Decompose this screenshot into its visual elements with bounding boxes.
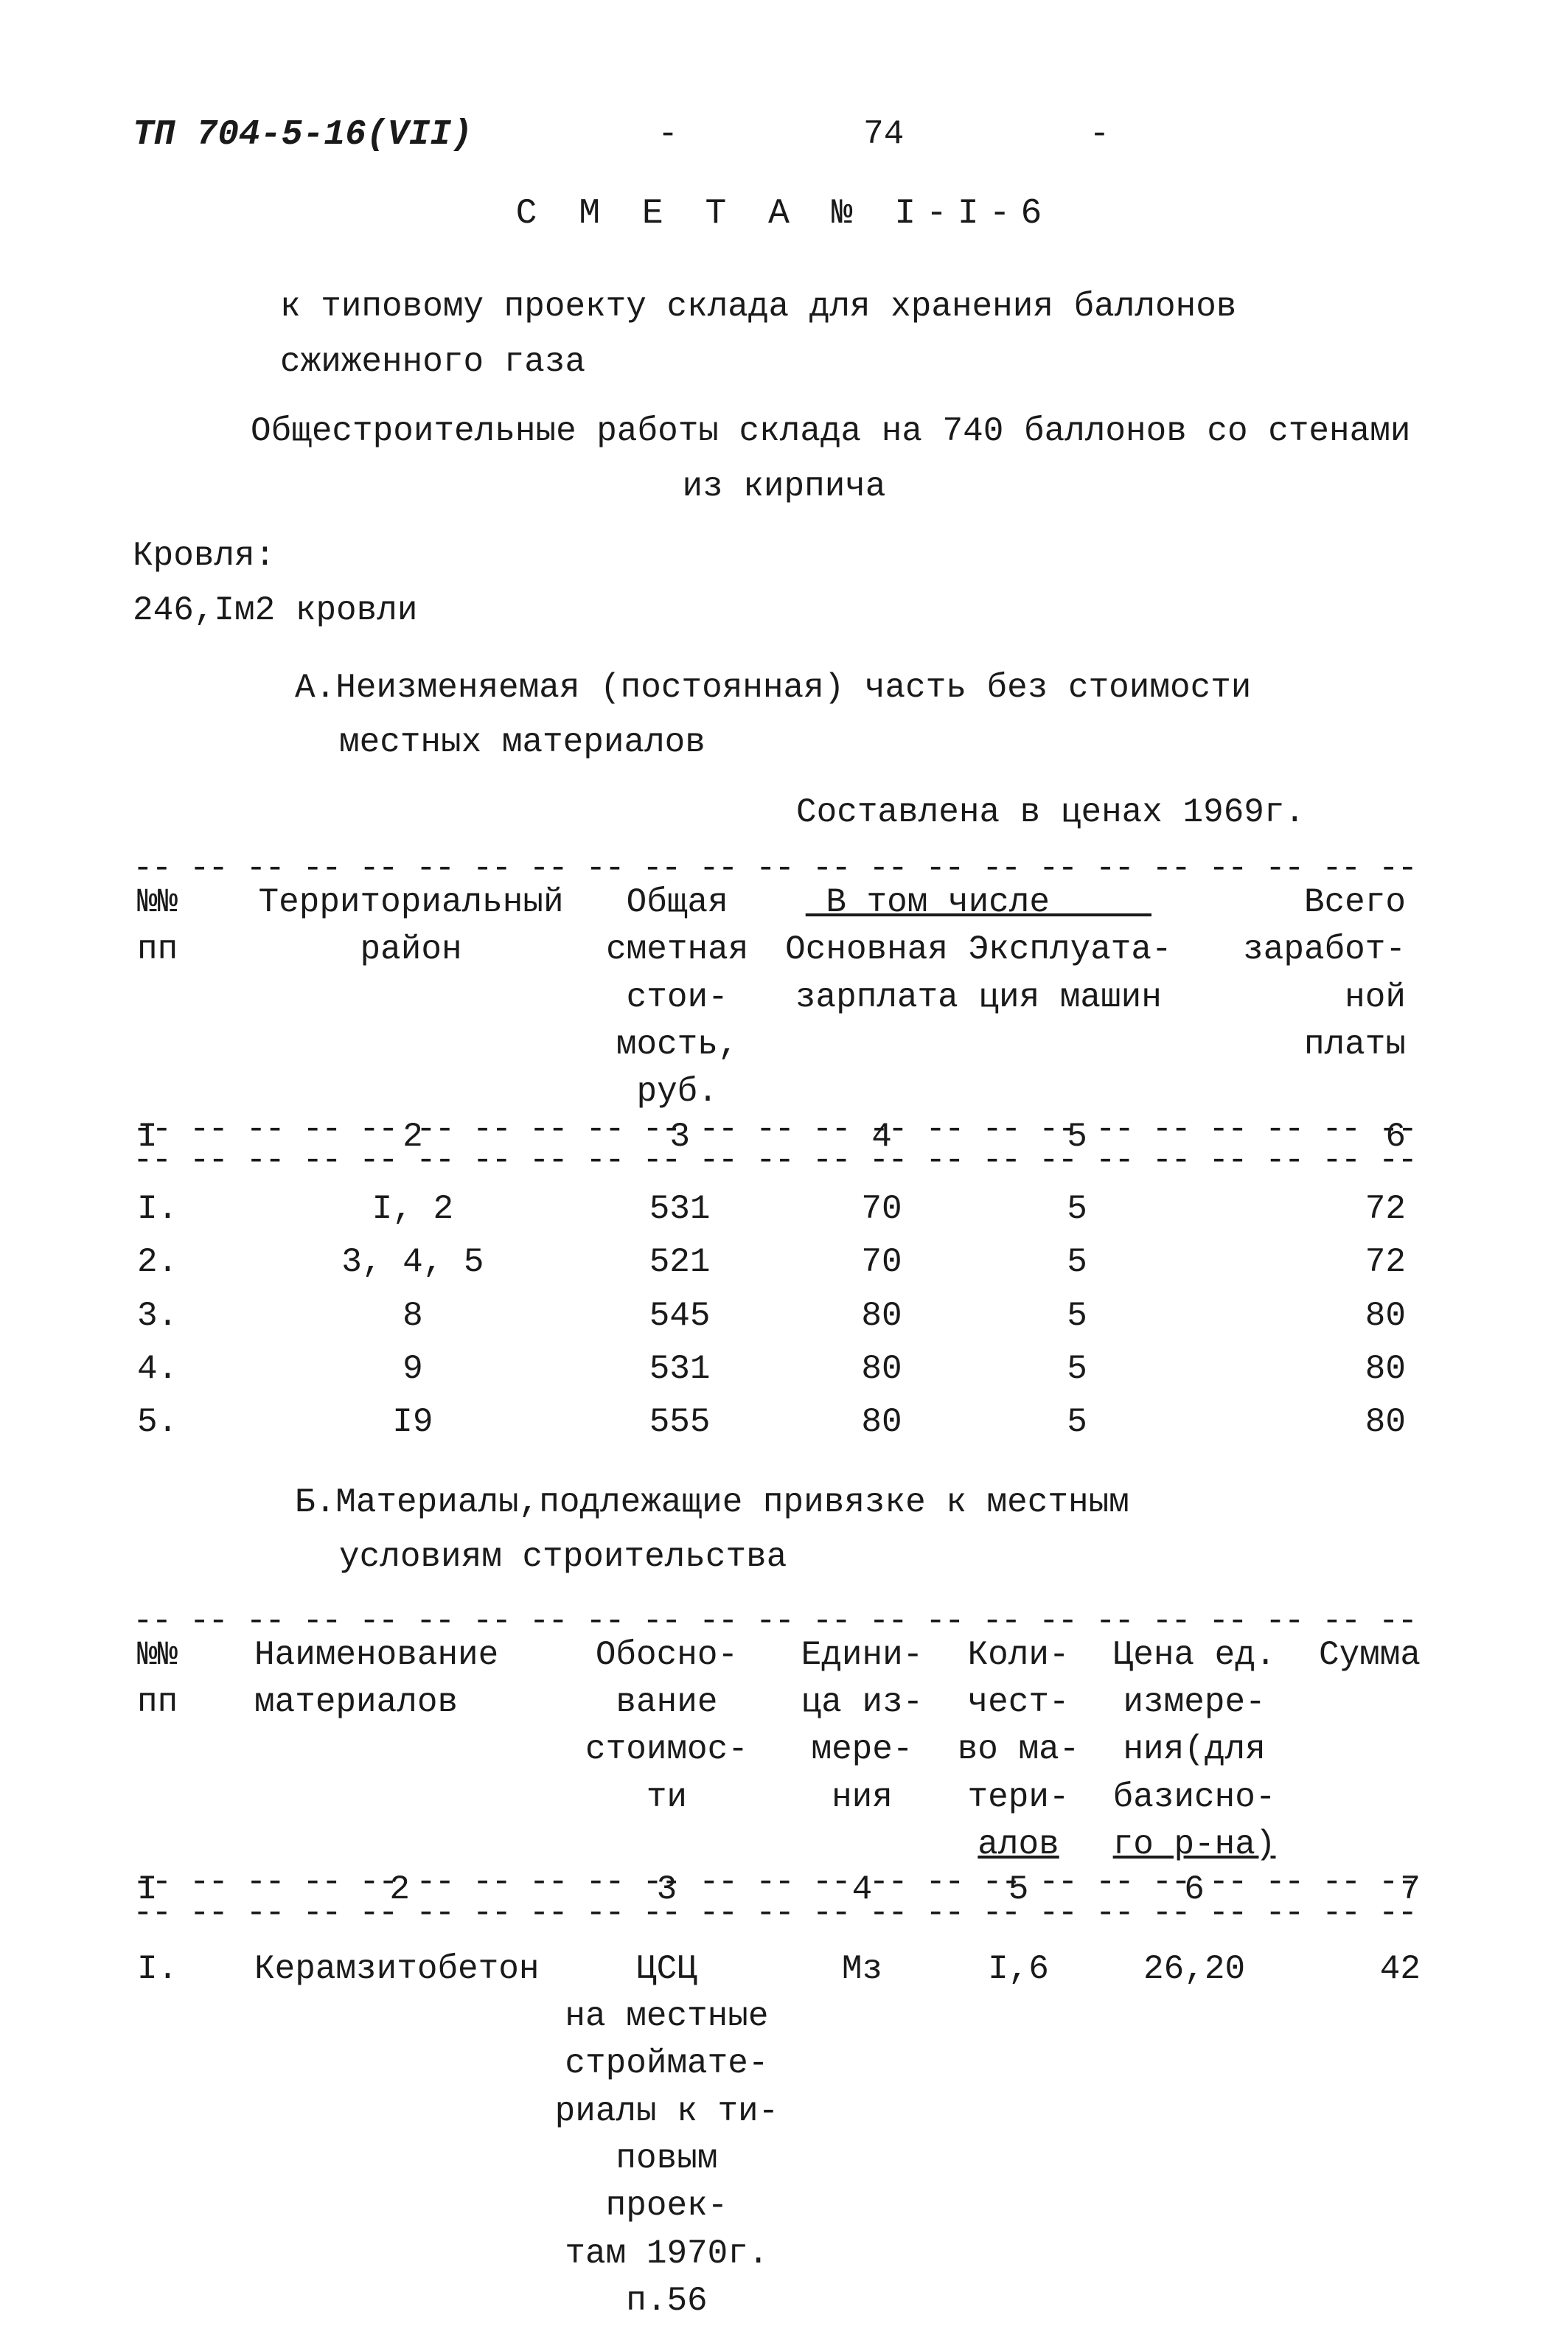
- cell: 3.: [133, 1289, 250, 1342]
- cell: 5: [980, 1289, 1175, 1342]
- cell: 5: [980, 1183, 1175, 1236]
- table-row: 4.953180580: [133, 1342, 1435, 1396]
- table-row: 2.3, 4, 552170572: [133, 1236, 1435, 1289]
- header-cell: Цена ед.измере-ния(длябазисно-го р-на): [1097, 1629, 1292, 1872]
- cell: 521: [576, 1236, 784, 1289]
- cell: 4.: [133, 1342, 250, 1396]
- cell: 5: [980, 1342, 1175, 1396]
- cell: 9: [250, 1342, 576, 1396]
- table-header-row: №№пп Территориальныйрайон Общаясметнаяст…: [133, 876, 1435, 1119]
- section-b-title: условиям строительства: [295, 1533, 1435, 1581]
- cell: I9: [250, 1396, 576, 1449]
- cell: 8: [250, 1289, 576, 1342]
- table-a-body: I.I, 2531705722.3, 4, 5521705723.8545805…: [133, 1183, 1435, 1449]
- cell: 26,20: [1097, 1943, 1292, 2328]
- cell: 80: [784, 1396, 979, 1449]
- table-row: 5.I955580580: [133, 1396, 1435, 1449]
- prices-note: Составлена в ценах 1969г.: [133, 789, 1435, 836]
- dash: -: [658, 111, 678, 160]
- header-cell: №№пп: [133, 1629, 250, 1872]
- header-cell: Сумма: [1292, 1629, 1435, 1872]
- table-border: [133, 1903, 1435, 1920]
- table-border-top: [133, 858, 1435, 876]
- description-line: Общестроительные работы склада на 740 ба…: [133, 408, 1435, 455]
- cell: 555: [576, 1396, 784, 1449]
- page-number: 74: [863, 111, 904, 160]
- cell: 70: [784, 1183, 979, 1236]
- document-code: ТП 704-5-16(VII): [133, 111, 473, 160]
- description-line: из кирпича: [133, 463, 1435, 510]
- cell: 545: [576, 1289, 784, 1342]
- document-title: С М Е Т А № I-I-6: [133, 189, 1435, 239]
- cell: 80: [1175, 1289, 1435, 1342]
- cell: I.: [133, 1943, 250, 2328]
- cell: 5: [980, 1396, 1175, 1449]
- cell: 72: [1175, 1183, 1435, 1236]
- section-a-title: А.Неизменяемая (постоянная) часть без ст…: [295, 664, 1435, 711]
- cell: 5.: [133, 1396, 250, 1449]
- table-row: 3.854580580: [133, 1289, 1435, 1342]
- header-cell: Едини-ца из-мере-ния: [784, 1629, 940, 1872]
- table-header-row: №№пп Наименованиематериалов Обосно-вание…: [133, 1629, 1435, 1872]
- cell: Керамзитобетон: [250, 1943, 549, 2328]
- table-row: I.I, 253170572: [133, 1183, 1435, 1236]
- header-cell: Наименованиематериалов: [250, 1629, 549, 1872]
- section-a-title: местных материалов: [295, 719, 1435, 766]
- header-cell: Обосно-ваниестоимос-ти: [549, 1629, 784, 1872]
- cell: 42: [1292, 1943, 1435, 2328]
- table-b-body: I.КерамзитобетонЦСЦна местныестроймате-р…: [133, 1943, 1435, 2328]
- cell: 80: [784, 1342, 979, 1396]
- roof-label: Кровля:: [133, 532, 1435, 579]
- cell: 70: [784, 1236, 979, 1289]
- roof-value: 246,Iм2 кровли: [133, 587, 1435, 634]
- table-border-top: [133, 1611, 1435, 1629]
- table-border: [133, 1150, 1435, 1168]
- section-b-title: Б.Материалы,подлежащие привязке к местны…: [295, 1479, 1435, 1526]
- page-header: ТП 704-5-16(VII) - 74 -: [133, 111, 1109, 160]
- cell: 531: [576, 1342, 784, 1396]
- cell: ЦСЦна местныестроймате-риалы к ти-повым …: [549, 1943, 784, 2328]
- cell: I, 2: [250, 1183, 576, 1236]
- cell: I,6: [941, 1943, 1097, 2328]
- dash: -: [1090, 111, 1110, 160]
- header-cell: Общаясметнаястои-мость,руб.: [574, 876, 781, 1119]
- cell: 80: [1175, 1396, 1435, 1449]
- header-cell: №№пп: [133, 876, 248, 1119]
- cell: 531: [576, 1183, 784, 1236]
- cell: 3, 4, 5: [250, 1236, 576, 1289]
- cell: 80: [784, 1289, 979, 1342]
- subtitle-line: сжиженного газа: [133, 338, 1435, 386]
- cell: 72: [1175, 1236, 1435, 1289]
- cell: Мз: [784, 1943, 940, 2328]
- subtitle-line: к типовому проекту склада для хранения б…: [133, 283, 1435, 330]
- table-row: I.КерамзитобетонЦСЦна местныестроймате-р…: [133, 1943, 1435, 2328]
- header-cell: Всегозаработ-нойплаты: [1177, 876, 1435, 1119]
- cell: I.: [133, 1183, 250, 1236]
- header-cell: Территориальныйрайон: [248, 876, 574, 1119]
- header-cell: В том числе Основная Эксплуата- зарплата…: [781, 876, 1177, 1119]
- cell: 5: [980, 1236, 1175, 1289]
- cell: 2.: [133, 1236, 250, 1289]
- materials-table-b: №№пп Наименованиематериалов Обосно-вание…: [133, 1629, 1435, 1872]
- header-cell: Коли-чест-во ма-тери-алов: [941, 1629, 1097, 1872]
- estimate-table-a: №№пп Территориальныйрайон Общаясметнаяст…: [133, 876, 1435, 1119]
- cell: 80: [1175, 1342, 1435, 1396]
